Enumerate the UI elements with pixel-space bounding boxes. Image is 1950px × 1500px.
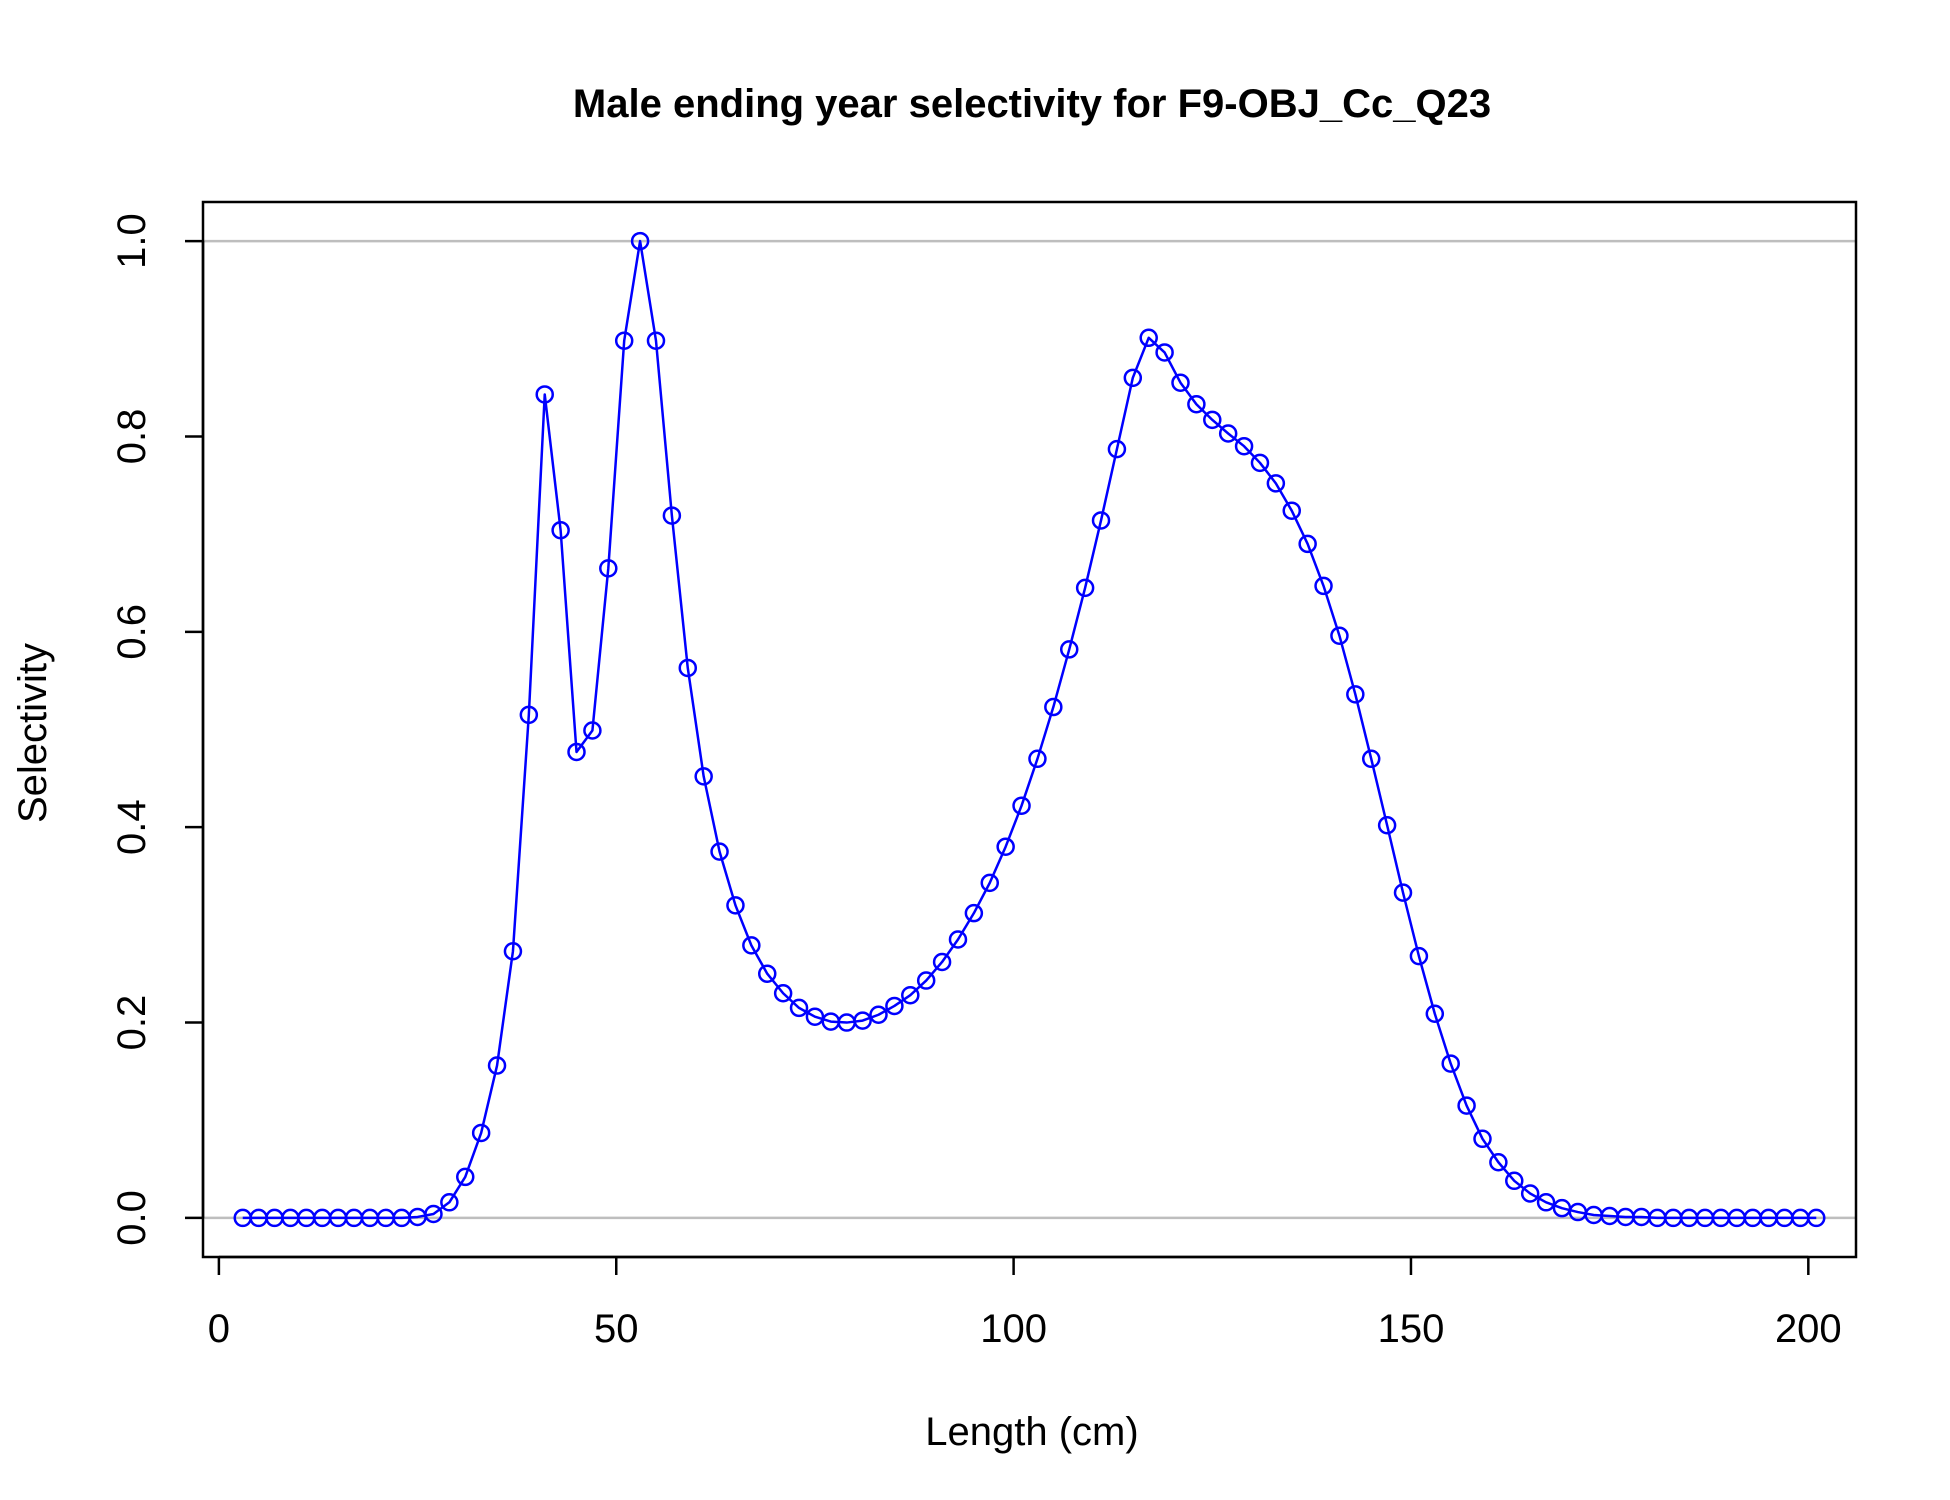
data-point — [1139, 328, 1158, 348]
data-point — [1361, 749, 1381, 769]
y-tick-label: 0.4 — [110, 799, 154, 855]
data-point — [1250, 453, 1270, 473]
data-point — [1346, 685, 1365, 704]
data-point — [694, 767, 713, 786]
data-point — [916, 971, 936, 990]
data-point — [964, 903, 984, 923]
data-point — [456, 1167, 475, 1187]
data-point — [1218, 424, 1238, 443]
x-tick-label: 0 — [208, 1307, 230, 1351]
x-axis-label: Length (cm) — [925, 1410, 1138, 1454]
plot-frame — [201, 200, 1858, 1259]
data-point — [1012, 796, 1031, 815]
data-point — [503, 942, 523, 961]
x-axis: 0 50 100 150 200 — [208, 1255, 1842, 1351]
data-point — [567, 742, 586, 762]
data-point — [630, 231, 650, 251]
data-point — [1123, 368, 1143, 388]
data-point — [1314, 576, 1333, 596]
data-point — [710, 842, 729, 861]
data-point — [901, 985, 920, 1005]
data-point — [1298, 534, 1317, 554]
data-point — [487, 1056, 507, 1075]
data-point — [1505, 1171, 1524, 1191]
data-point — [853, 1011, 872, 1030]
data-point — [773, 984, 793, 1003]
data-point — [726, 896, 745, 915]
y-tick-label: 0.8 — [110, 409, 154, 465]
data-point — [805, 1007, 825, 1026]
data-point — [646, 331, 666, 350]
data-point — [1520, 1184, 1540, 1203]
data-point — [1457, 1096, 1476, 1115]
data-point — [758, 964, 777, 983]
data-point — [1473, 1129, 1492, 1149]
data-point — [885, 996, 904, 1016]
data-point — [1489, 1153, 1508, 1172]
data-point — [1441, 1054, 1460, 1073]
data-point — [1091, 511, 1111, 530]
data-point — [519, 705, 539, 725]
y-tick-label: 0.2 — [110, 995, 154, 1051]
data-point — [1075, 578, 1095, 598]
y-tick-label: 0.0 — [110, 1190, 154, 1246]
data-point — [1171, 373, 1190, 392]
data-point — [1203, 410, 1222, 430]
y-tick-label: 1.0 — [110, 213, 154, 269]
data-point — [1155, 343, 1174, 362]
x-tick-label: 100 — [980, 1307, 1047, 1351]
data-point — [424, 1204, 443, 1224]
y-axis-label: Selectivity — [11, 643, 55, 823]
data-point — [678, 658, 698, 678]
data-point — [1044, 697, 1063, 717]
data-point — [1377, 815, 1397, 835]
data-point — [599, 559, 618, 578]
data-point — [948, 930, 968, 949]
data-point — [869, 1005, 888, 1024]
data-point — [1807, 1208, 1826, 1228]
data-point — [1425, 1004, 1445, 1024]
data-point — [932, 952, 952, 972]
data-point — [1282, 501, 1301, 520]
data-point — [996, 837, 1015, 856]
data-point — [583, 721, 602, 740]
x-tick-label: 150 — [1378, 1307, 1445, 1351]
data-point — [1409, 946, 1429, 966]
data-point — [1028, 749, 1047, 769]
data-point — [535, 385, 554, 404]
y-tick-label: 0.6 — [110, 604, 154, 660]
data-point — [1107, 439, 1127, 459]
chart-title: Male ending year selectivity for F9-OBJ_… — [573, 82, 1491, 126]
x-tick-label: 200 — [1775, 1307, 1842, 1351]
data-point — [440, 1193, 459, 1212]
data-point — [551, 520, 570, 540]
data-point — [471, 1123, 491, 1143]
data-point — [1330, 626, 1349, 645]
data-point — [1059, 640, 1079, 659]
data-point — [789, 998, 809, 1018]
data-point — [742, 936, 761, 955]
data-point — [1536, 1193, 1556, 1212]
data-point — [662, 506, 682, 525]
data-point — [1187, 394, 1206, 414]
series-layer — [233, 231, 1826, 1228]
data-point — [980, 873, 1000, 893]
data-point — [614, 331, 634, 350]
data-point — [1234, 436, 1254, 456]
reference-lines — [203, 239, 1856, 1220]
data-point — [1393, 883, 1413, 902]
data-point — [1266, 474, 1286, 493]
x-tick-label: 50 — [594, 1307, 639, 1351]
